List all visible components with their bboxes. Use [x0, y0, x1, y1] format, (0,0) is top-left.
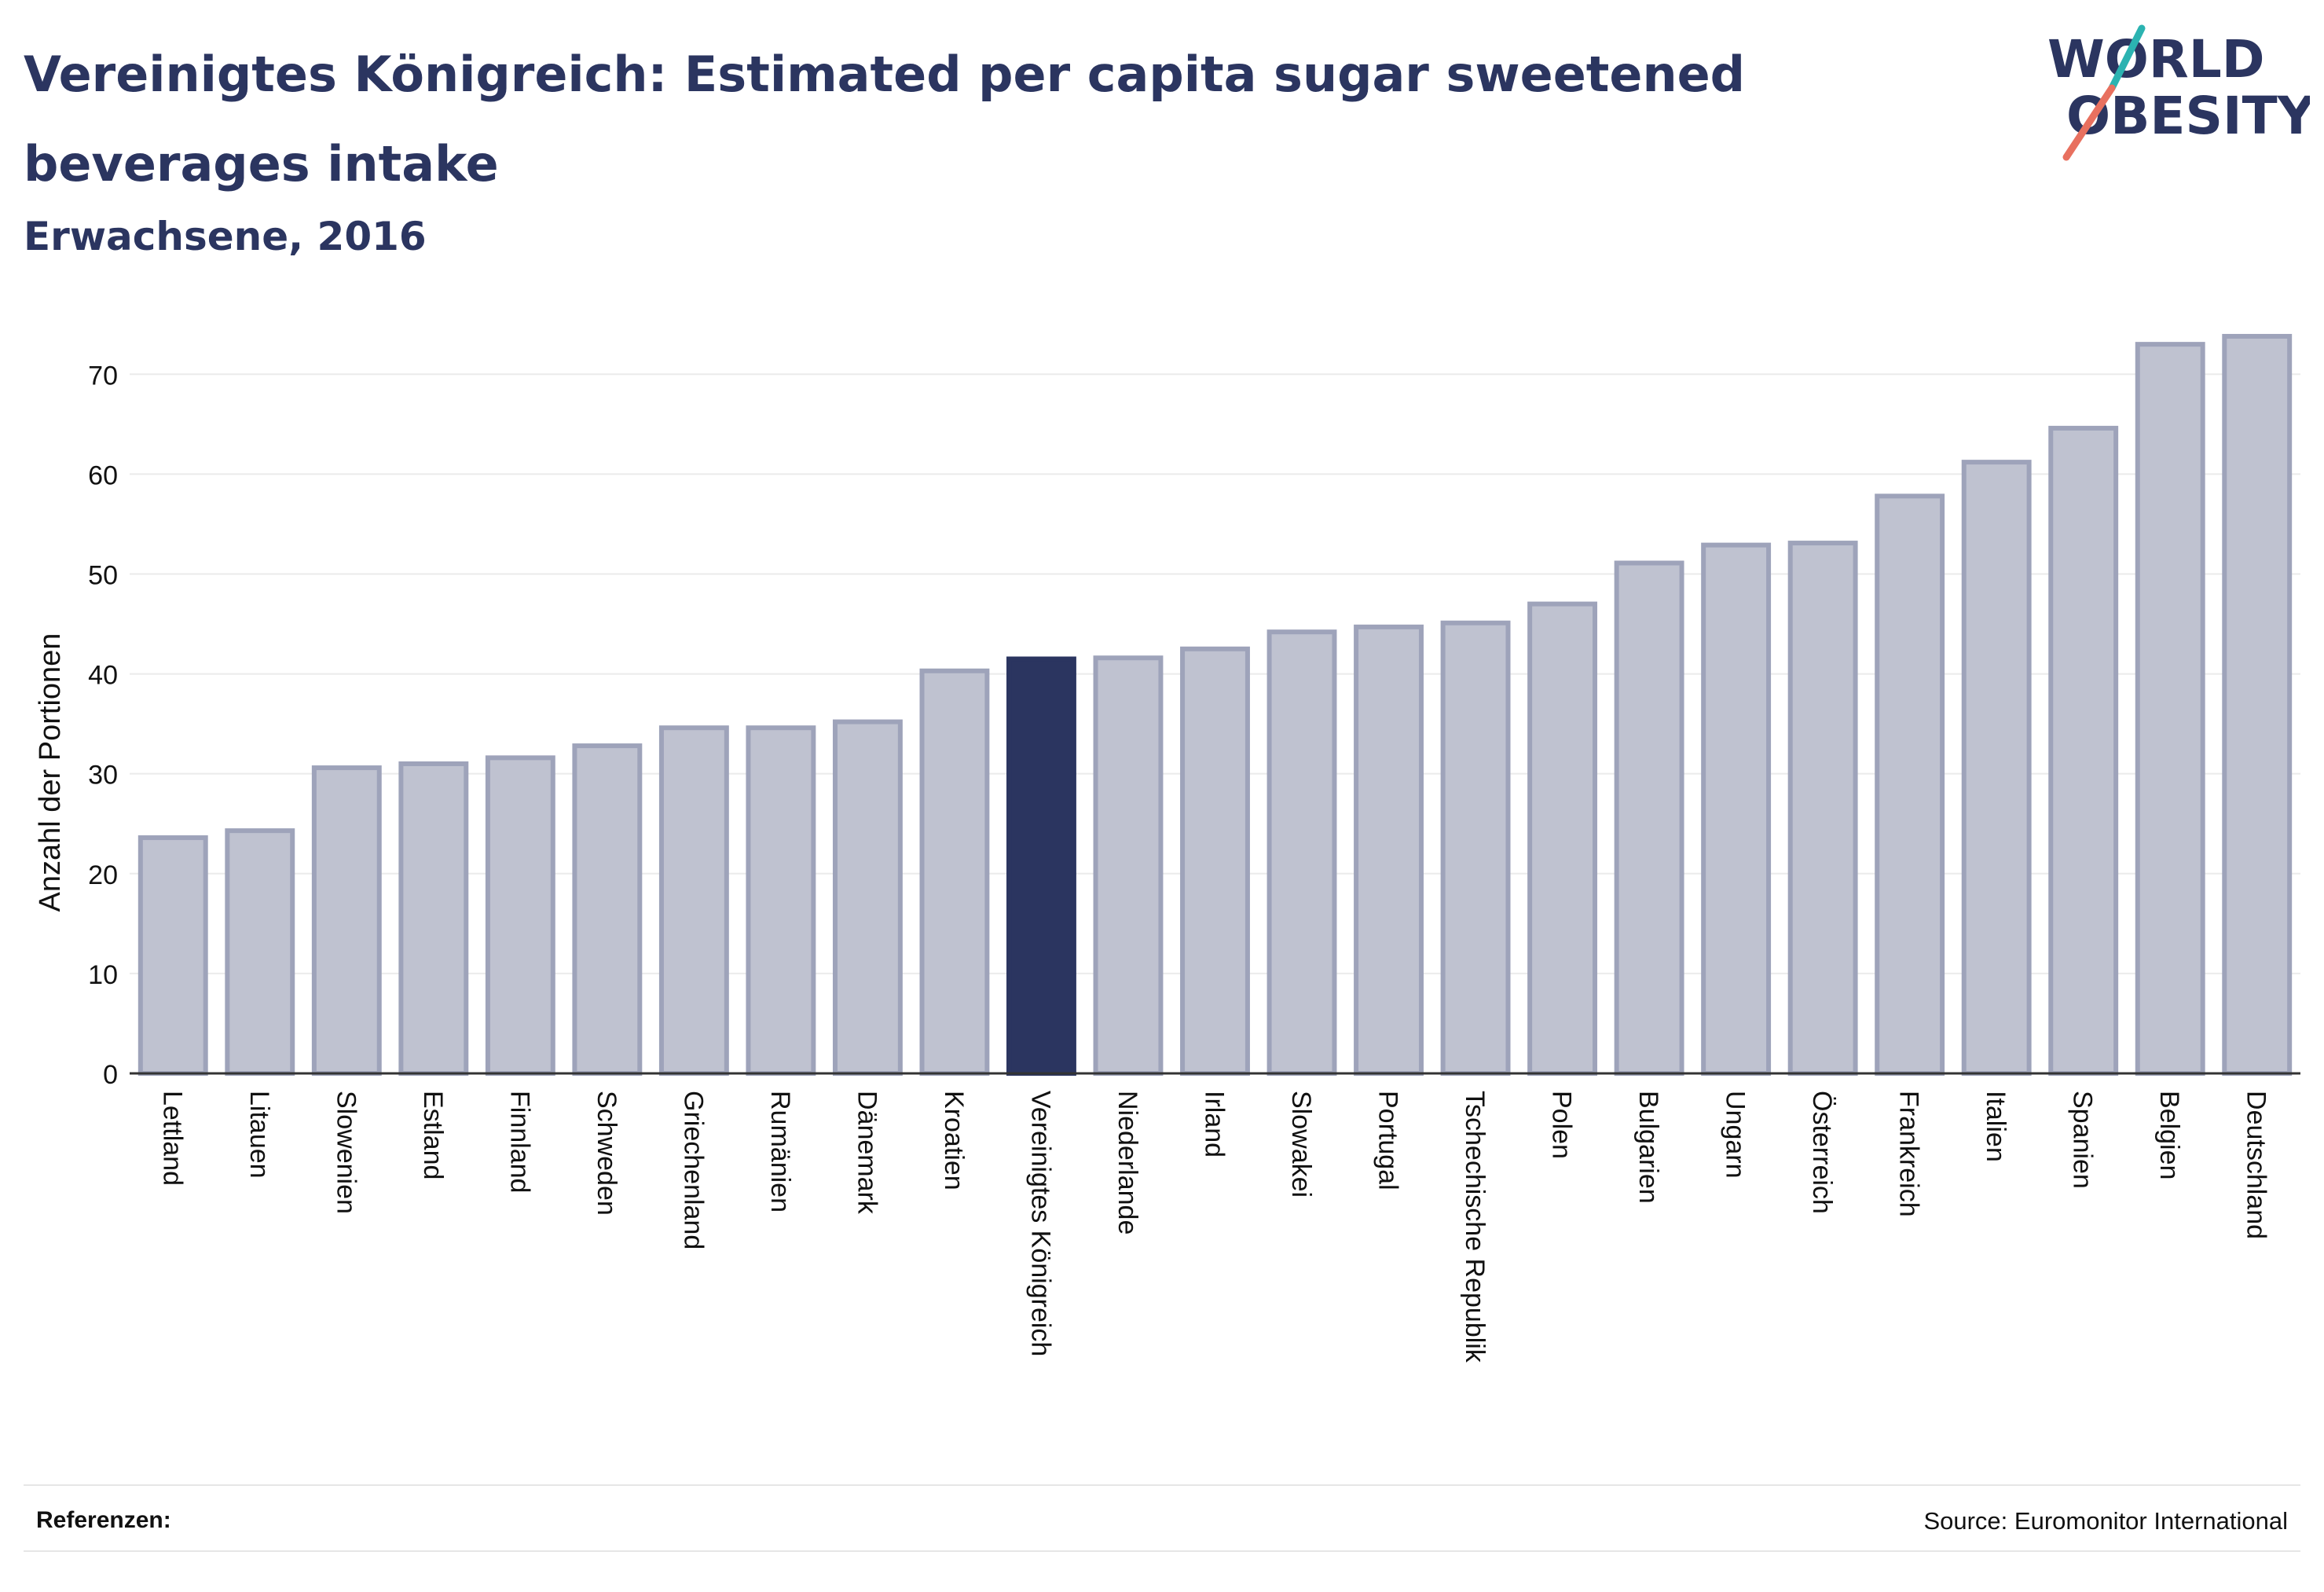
x-tick-label: Belgien	[2154, 1091, 2184, 1179]
logo-slash-coral	[2062, 84, 2116, 161]
x-tick-label: Lettland	[157, 1091, 187, 1186]
bar	[1875, 493, 1945, 1076]
logo-line1: WORLD	[2047, 29, 2265, 90]
x-tick-label: Kroatien	[939, 1091, 969, 1190]
x-tick-label: Frankreich	[1894, 1091, 1924, 1217]
bar	[2048, 425, 2119, 1076]
x-tick-label: Estland	[418, 1091, 448, 1179]
bar	[485, 755, 555, 1076]
x-tick-label: Italien	[1981, 1091, 2011, 1162]
y-tick-label: 60	[88, 460, 118, 490]
footer-divider-bottom	[24, 1550, 2300, 1552]
bar	[1701, 542, 1772, 1076]
source-note: Source: Euromonitor International	[1923, 1507, 2288, 1535]
y-tick-label: 40	[88, 661, 118, 691]
bar	[919, 668, 990, 1076]
bar-highlight	[1006, 656, 1076, 1076]
chart-subtitle: Erwachsene, 2016	[24, 214, 427, 259]
footer-divider-top	[24, 1484, 2300, 1486]
x-tick-label: Tschechische Republik	[1460, 1091, 1490, 1363]
x-tick-label: Österreich	[1807, 1091, 1837, 1214]
x-tick-label: Rumänien	[765, 1091, 795, 1212]
x-tick-label: Vereinigtes Königreich	[1025, 1091, 1055, 1356]
y-axis-label: Anzahl der Portionen	[34, 633, 67, 912]
bar	[311, 765, 382, 1077]
x-tick-label: Griechenland	[678, 1091, 708, 1249]
bar	[1266, 629, 1337, 1076]
x-tick-labels: Lettland Litauen Slowenien Estland Finnland S…	[157, 1091, 2271, 1363]
world-obesity-logo: WORLD OBESITY	[2047, 24, 2310, 161]
bar	[1180, 646, 1250, 1076]
y-tick-label: 30	[88, 761, 118, 790]
x-tick-label: Deutschland	[2242, 1091, 2271, 1239]
bar	[1787, 541, 1858, 1076]
bar	[137, 835, 208, 1077]
bars	[137, 333, 2293, 1077]
bar	[658, 725, 729, 1076]
x-tick-label: Slowakei	[1286, 1091, 1316, 1198]
x-tick-label: Schweden	[592, 1091, 621, 1216]
x-tick-label: Irland	[1200, 1091, 1230, 1157]
x-tick-label: Finnland	[504, 1091, 534, 1193]
bar	[398, 761, 469, 1076]
bar-chart: 0 10 20 30 40 50 60 70 Lettland Litauen Slowenien…	[34, 333, 2300, 1363]
bar	[1440, 620, 1511, 1076]
y-tick-label: 50	[88, 560, 118, 590]
x-tick-label: Niederlande	[1113, 1091, 1142, 1234]
y-tick-label: 70	[88, 361, 118, 391]
bar	[1354, 624, 1424, 1076]
bar	[1614, 560, 1684, 1076]
bar	[1527, 601, 1598, 1076]
y-tick-labels: 0 10 20 30 40 50 60 70	[88, 361, 118, 1090]
bar	[832, 719, 903, 1076]
x-tick-label: Dänemark	[852, 1091, 882, 1215]
x-tick-label: Bulgarien	[1633, 1091, 1663, 1204]
bar	[1961, 460, 2032, 1076]
x-tick-label: Polen	[1547, 1091, 1577, 1159]
x-tick-label: Litauen	[244, 1091, 274, 1179]
x-tick-label: Ungarn	[1721, 1091, 1750, 1179]
bar	[2135, 342, 2205, 1076]
references-label: Referenzen:	[36, 1507, 171, 1533]
x-tick-label: Portugal	[1373, 1091, 1403, 1190]
x-tick-label: Slowenien	[331, 1091, 361, 1214]
bar	[225, 828, 295, 1076]
x-tick-label: Spanien	[2068, 1091, 2098, 1189]
bar	[572, 743, 643, 1076]
bar	[746, 725, 816, 1076]
logo-slash-teal	[2108, 24, 2146, 92]
y-tick-label: 20	[88, 860, 118, 890]
bar	[1093, 655, 1164, 1076]
y-tick-label: 10	[88, 960, 118, 990]
bar	[2222, 333, 2293, 1077]
y-tick-label: 0	[103, 1060, 118, 1090]
chart-title: Vereinigtes Königreich: Estimated per ca…	[24, 46, 1746, 193]
